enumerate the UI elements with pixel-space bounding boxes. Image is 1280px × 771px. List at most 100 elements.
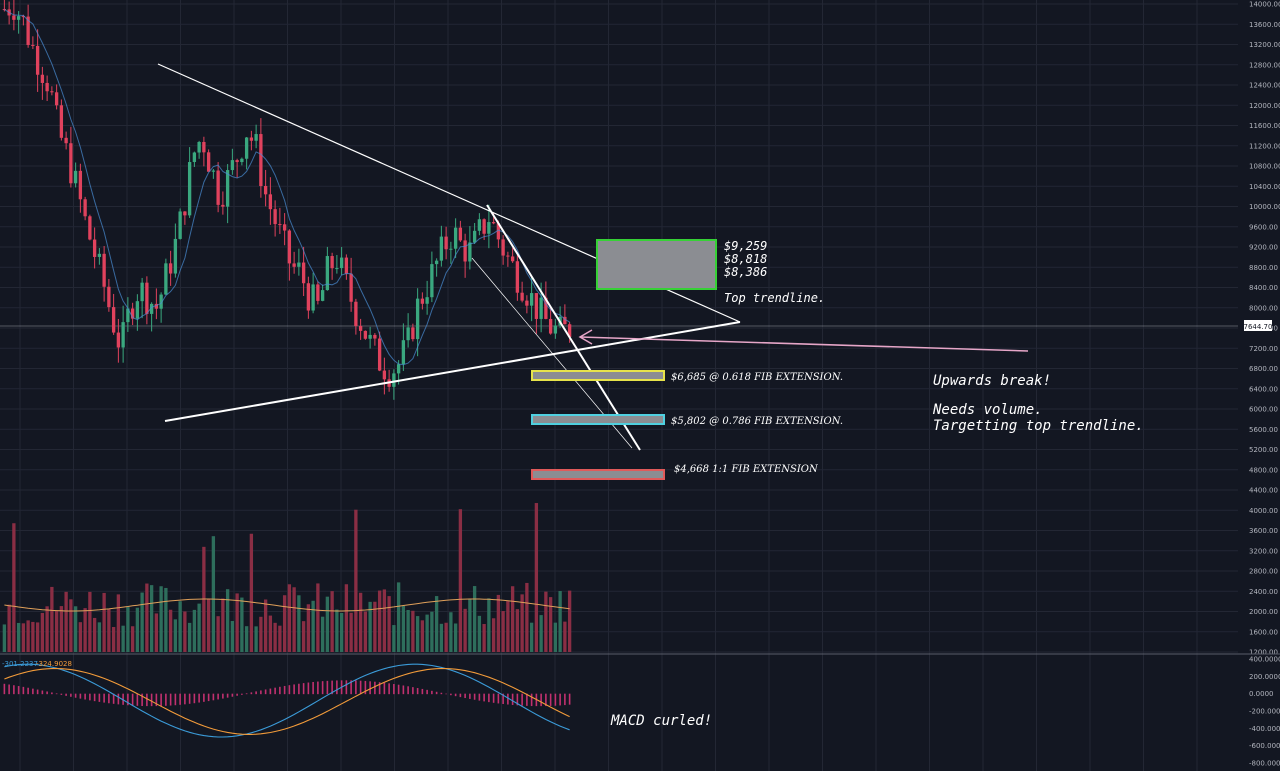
candle-body (430, 264, 434, 298)
macd-histogram-bar (41, 690, 44, 695)
volume-bar (69, 599, 73, 652)
volume-bar (140, 592, 144, 652)
macd-histogram-bar (55, 693, 58, 695)
macd-histogram-bar (383, 682, 386, 695)
candle-body (534, 293, 539, 319)
moving-average-line (4, 8, 570, 366)
price-tick-label: 14000.00 (1249, 1, 1280, 9)
candle-body (406, 327, 410, 341)
candle-body (449, 248, 453, 250)
price-tick-label: 1200.00 (1249, 649, 1278, 657)
candle-body (368, 334, 372, 339)
volume-bar (64, 591, 68, 652)
candle-body (154, 303, 159, 309)
volume-bar (92, 617, 97, 652)
candle-body (168, 263, 173, 274)
macd-histogram-bar (312, 682, 314, 695)
candle-body (244, 137, 249, 159)
volume-bar (45, 606, 49, 652)
macd-tick-label: -400.0000 (1249, 725, 1280, 733)
fib-box-1to1 (531, 469, 665, 480)
price-tick-label: 10800.00 (1249, 163, 1280, 171)
macd-histogram-bar (483, 693, 485, 702)
volume-bar (506, 601, 510, 652)
price-tick-label: 11600.00 (1249, 122, 1280, 130)
break-arrow-head (578, 329, 593, 345)
macd-histogram-bar (431, 690, 433, 695)
candle-body (373, 334, 377, 339)
volume-bar (206, 598, 211, 652)
macd-histogram-bar (98, 693, 101, 702)
candle-body (515, 261, 520, 293)
volume-bar (168, 609, 173, 652)
volume-bar (135, 607, 140, 652)
candle-body (377, 338, 382, 371)
candle-body (126, 308, 130, 323)
macd-histogram-bar (136, 693, 139, 706)
volume-bar (401, 605, 406, 652)
macd-histogram-bar (184, 693, 186, 705)
candle-body (544, 297, 548, 319)
volume-bar (325, 596, 330, 652)
macd-histogram-bar (416, 688, 419, 695)
macd-histogram-bar (283, 685, 286, 695)
candle-body (301, 262, 306, 284)
macd-histogram-bar (117, 693, 120, 705)
macd-histogram-bar (241, 693, 243, 695)
volume-bar (235, 593, 239, 652)
macd-histogram-bar (445, 693, 447, 695)
macd-histogram-bar (540, 693, 542, 707)
macd-histogram-bar (74, 693, 77, 698)
candle-body (259, 134, 263, 187)
macd-histogram-bar (122, 693, 124, 705)
volume-bar (159, 586, 163, 652)
price-tick-label: 9600.00 (1249, 223, 1278, 231)
macd-histogram-bar (231, 693, 234, 697)
candle-body (83, 199, 87, 217)
candle-body (12, 15, 16, 20)
fib-box-0786 (531, 414, 665, 425)
volume-bar (306, 604, 311, 652)
macd-tick-label: 0.0000 (1249, 690, 1274, 698)
candle-body (330, 256, 334, 269)
candle-body (50, 91, 54, 93)
volume-bar (444, 622, 448, 652)
candle-body (26, 16, 30, 45)
zone-price-top: $9,259 (724, 239, 767, 253)
macd-histogram-bar (393, 684, 395, 695)
volume-bar (430, 611, 434, 652)
volume-bar (183, 611, 187, 652)
volume-bar (382, 589, 387, 652)
volume-bar (373, 601, 377, 652)
macd-histogram-bar (150, 693, 153, 707)
volume-bar (477, 615, 482, 652)
price-tick-label: 5200.00 (1249, 446, 1278, 454)
volume-bar (50, 586, 54, 652)
volume-bar (178, 601, 182, 652)
volume-ma-line (4, 598, 570, 612)
price-tick-label: 2000.00 (1249, 608, 1278, 616)
macd-histogram-bar (545, 693, 547, 707)
volume-bar (254, 626, 258, 652)
volume-bar (31, 621, 35, 652)
volume-bar (73, 606, 78, 652)
candle-body (59, 105, 64, 138)
macd-histogram-bar (345, 680, 348, 695)
candle-body (496, 223, 501, 240)
volume-bar (501, 611, 505, 652)
macd-tick-label: -600.0000 (1249, 742, 1280, 750)
candle-body (111, 307, 116, 333)
volume-bar (59, 606, 64, 652)
macd-tick-label: 400.0000 (1249, 656, 1280, 664)
volume-bar (458, 509, 463, 652)
volume-bar (510, 586, 515, 652)
candle-body (178, 211, 182, 239)
macd-histogram-bar (293, 684, 295, 695)
volume-bar (515, 609, 520, 652)
macd-histogram-bar (174, 693, 177, 706)
signal-value: -324.9028 (36, 660, 72, 668)
candle-body (287, 230, 292, 264)
macd-histogram-bar (13, 685, 15, 695)
candle-body (349, 273, 353, 302)
